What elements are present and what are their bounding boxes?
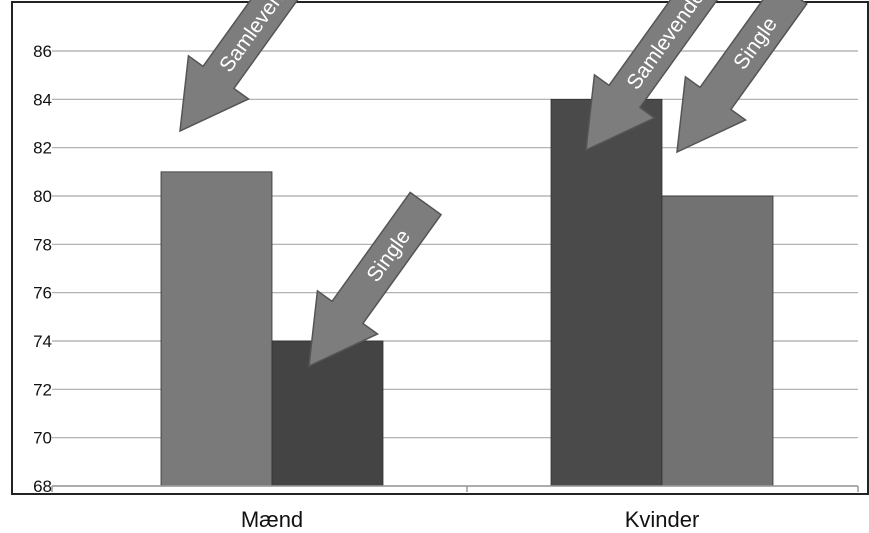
arrow-shape — [585, 0, 720, 152]
y-axis-tick-labels: 68 70 72 74 76 78 80 82 84 86 — [33, 42, 52, 496]
y-tick-label: 78 — [33, 235, 52, 254]
y-tick-label: 70 — [33, 429, 52, 448]
bar — [550, 98, 663, 487]
arrow-shape — [676, 0, 808, 154]
x-axis — [51, 485, 859, 492]
y-tick-label: 80 — [33, 187, 52, 206]
bar — [160, 171, 273, 487]
y-tick-label: 68 — [33, 477, 52, 496]
y-tick-label: 76 — [33, 284, 52, 303]
y-tick-label: 86 — [33, 42, 52, 61]
arrow-shape — [179, 0, 311, 133]
bar — [271, 340, 384, 487]
y-tick-label: 84 — [33, 90, 52, 109]
y-tick-label: 72 — [33, 380, 52, 399]
x-axis-category-labels: Mænd Kvinder — [241, 507, 699, 532]
x-category-label: Mænd — [241, 507, 303, 532]
x-category-label: Kvinder — [625, 507, 700, 532]
bar — [661, 195, 774, 487]
y-tick-label: 82 — [33, 139, 52, 158]
arrow-shape — [308, 191, 443, 368]
bars — [160, 98, 774, 487]
y-tick-label: 74 — [33, 332, 52, 351]
